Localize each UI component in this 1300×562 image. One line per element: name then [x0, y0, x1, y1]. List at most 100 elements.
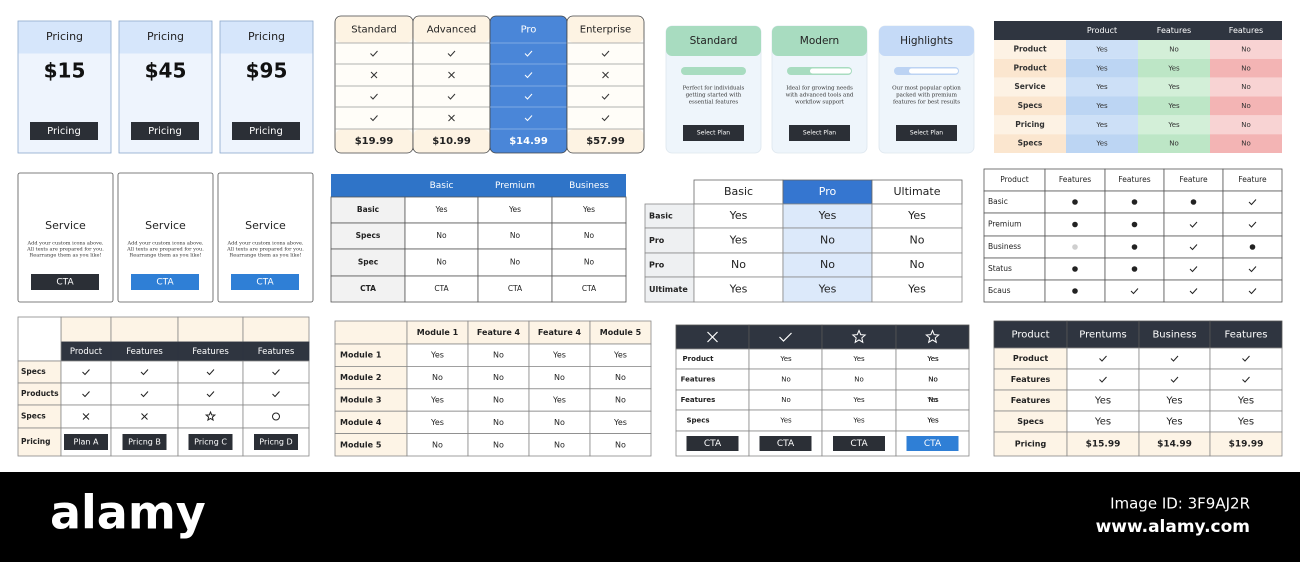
label: Product: [1013, 44, 1047, 53]
button: [789, 125, 850, 141]
label: No: [928, 376, 938, 384]
dot-icon: [1249, 244, 1256, 250]
check-icon: [447, 50, 456, 57]
label: Yes: [1237, 417, 1254, 428]
button: [30, 122, 98, 140]
check-icon: [524, 72, 533, 79]
label: Standard: [351, 25, 397, 36]
label: No: [781, 396, 791, 404]
label: Spec: [358, 258, 378, 267]
label: Yes: [926, 417, 939, 425]
label: Product: [1012, 330, 1050, 341]
dot-icon: [1072, 221, 1078, 228]
label: Yes: [852, 396, 865, 404]
label: $19.99: [1229, 440, 1264, 450]
cell: [1210, 40, 1282, 59]
label: Select Plan: [697, 130, 730, 137]
dot-icon: [1131, 266, 1138, 272]
label: No: [615, 373, 626, 382]
cell: [551, 222, 627, 250]
label: Yes: [779, 417, 792, 425]
label: Add your custom icons above.: [127, 241, 204, 247]
cell: [782, 276, 873, 303]
label: $15: [44, 59, 86, 83]
cell: [1066, 40, 1138, 59]
label: No: [1241, 140, 1251, 148]
label: Plan A: [73, 438, 99, 447]
cell: [994, 134, 1066, 153]
label: No: [928, 376, 938, 384]
corner-cell: [334, 320, 408, 345]
label: Yes: [779, 355, 792, 363]
label: Yes: [926, 355, 939, 363]
label: Service: [245, 219, 286, 232]
cell: [1163, 279, 1224, 303]
cell: [782, 252, 873, 278]
cell: [693, 252, 784, 278]
label: No: [493, 440, 504, 449]
cell: [1222, 190, 1283, 214]
star-icon: [925, 329, 940, 344]
cell: [782, 203, 873, 229]
cell: [330, 275, 406, 303]
column-header: [782, 179, 873, 205]
label: Pricing: [46, 30, 83, 43]
label: Product: [1013, 354, 1048, 363]
label: Perfect for individuals: [683, 86, 745, 92]
cell: [994, 115, 1066, 135]
label: Yes: [613, 418, 627, 427]
cross-icon: [602, 71, 609, 79]
label: Specs: [1017, 417, 1044, 426]
cell: [1066, 134, 1138, 153]
column-header: [1138, 320, 1211, 349]
check-icon: [524, 93, 533, 100]
dot-icon: [1072, 244, 1078, 250]
label: Yes: [926, 417, 939, 425]
label: Specs: [1018, 101, 1043, 110]
label: No: [554, 373, 565, 382]
label: packed with premium: [896, 93, 958, 99]
plan-column: [566, 15, 645, 154]
label: Pricng B: [128, 438, 161, 447]
cross-icon: [82, 413, 90, 420]
cell: [1138, 40, 1210, 59]
label: No: [584, 231, 595, 240]
button: [131, 122, 199, 140]
check-icon: [1170, 355, 1179, 362]
label: Yes: [582, 205, 595, 214]
corner-cell: [17, 316, 62, 362]
cell: [1066, 368, 1140, 391]
label: Yes: [1094, 417, 1111, 428]
check-icon: [1248, 288, 1257, 295]
button: [896, 125, 957, 141]
label: Yes: [1094, 396, 1111, 407]
label: Status: [988, 264, 1012, 273]
cell: [1138, 77, 1210, 97]
check-icon: [601, 93, 610, 100]
label: Business: [988, 242, 1021, 251]
label: Features: [681, 396, 716, 404]
label: Service: [145, 219, 186, 232]
label: Business: [569, 181, 609, 191]
label: Feature: [1238, 175, 1267, 184]
label: Our most popular option: [892, 86, 961, 92]
label: Yes: [926, 396, 939, 404]
label: No: [1241, 83, 1251, 91]
header-row: [994, 21, 1282, 40]
button: [254, 434, 298, 450]
label: No: [910, 258, 925, 271]
label: All texts are prepared for you.: [226, 247, 304, 253]
label: Features: [192, 347, 229, 357]
label: Yes: [1167, 121, 1180, 129]
cell: [1138, 368, 1211, 391]
label: Yes: [1237, 396, 1254, 407]
label: $57.99: [586, 136, 625, 147]
progress-track: [909, 68, 958, 74]
label: workflow support: [795, 100, 845, 106]
column-header: [335, 16, 413, 43]
label: Premium: [988, 220, 1021, 229]
label: No: [781, 376, 791, 384]
label: Yes: [1167, 64, 1180, 72]
check-icon: [779, 332, 792, 342]
check-icon: [82, 391, 90, 398]
